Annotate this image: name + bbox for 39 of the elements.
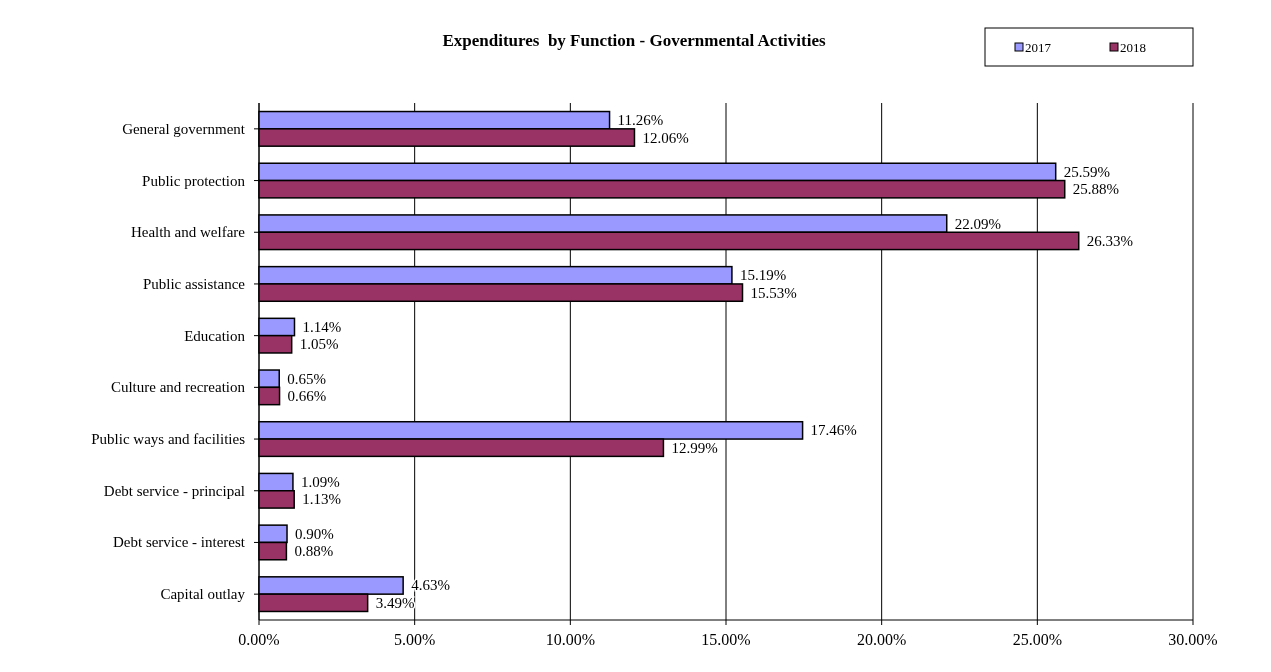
data-label: 15.19% <box>739 267 787 284</box>
data-label: 1.13% <box>302 491 341 508</box>
data-label: 25.88% <box>1072 181 1119 198</box>
x-tick-label: 30.00% <box>1168 631 1218 648</box>
y-tick-label: Public protection <box>142 172 246 189</box>
data-label: 1.09% <box>300 474 340 491</box>
data-label: 12.99% <box>671 439 718 456</box>
data-label: 0.88% <box>294 543 334 560</box>
y-tick-label: Education <box>184 327 246 344</box>
y-tick-label: Debt service - principal <box>103 482 245 499</box>
data-label: 3.49% <box>375 594 415 611</box>
x-tick-label: 5.00% <box>394 631 436 648</box>
y-tick-label: Health and welfare <box>130 224 246 241</box>
y-tick-label: Public ways and facilities <box>91 431 246 448</box>
data-label: 1.05% <box>299 336 339 353</box>
y-tick-label: Public assistance <box>142 275 246 292</box>
data-label: 0.65% <box>287 370 326 387</box>
y-tick-label: Capital outlay <box>160 586 246 603</box>
y-tick-label: Culture and recreation <box>110 379 246 396</box>
x-tick-label: 0.00% <box>238 631 280 648</box>
data-label: 1.14% <box>302 318 342 335</box>
y-tick-label: Debt service - interest <box>112 534 246 551</box>
data-label: 12.06% <box>642 129 689 146</box>
chart-title: Expenditures by Function - Governmental Activities <box>442 31 826 50</box>
y-tick-label: General government <box>122 120 246 137</box>
x-tick-label: 20.00% <box>857 631 907 648</box>
data-label: 25.59% <box>1063 163 1110 180</box>
data-label: 15.53% <box>750 284 797 301</box>
x-tick-label: 10.00% <box>545 631 595 648</box>
x-tick-label: 25.00% <box>1012 631 1062 648</box>
data-label: 11.26% <box>617 112 664 129</box>
data-label: 0.90% <box>295 525 334 542</box>
legend-label: 2018 <box>1120 40 1146 55</box>
data-label: 0.66% <box>287 388 327 405</box>
x-tick-label: 15.00% <box>701 631 751 648</box>
data-label: 22.09% <box>954 215 1001 232</box>
data-label: 26.33% <box>1086 232 1133 249</box>
legend-label: 2017 <box>1025 40 1052 55</box>
data-label: 17.46% <box>810 422 857 439</box>
